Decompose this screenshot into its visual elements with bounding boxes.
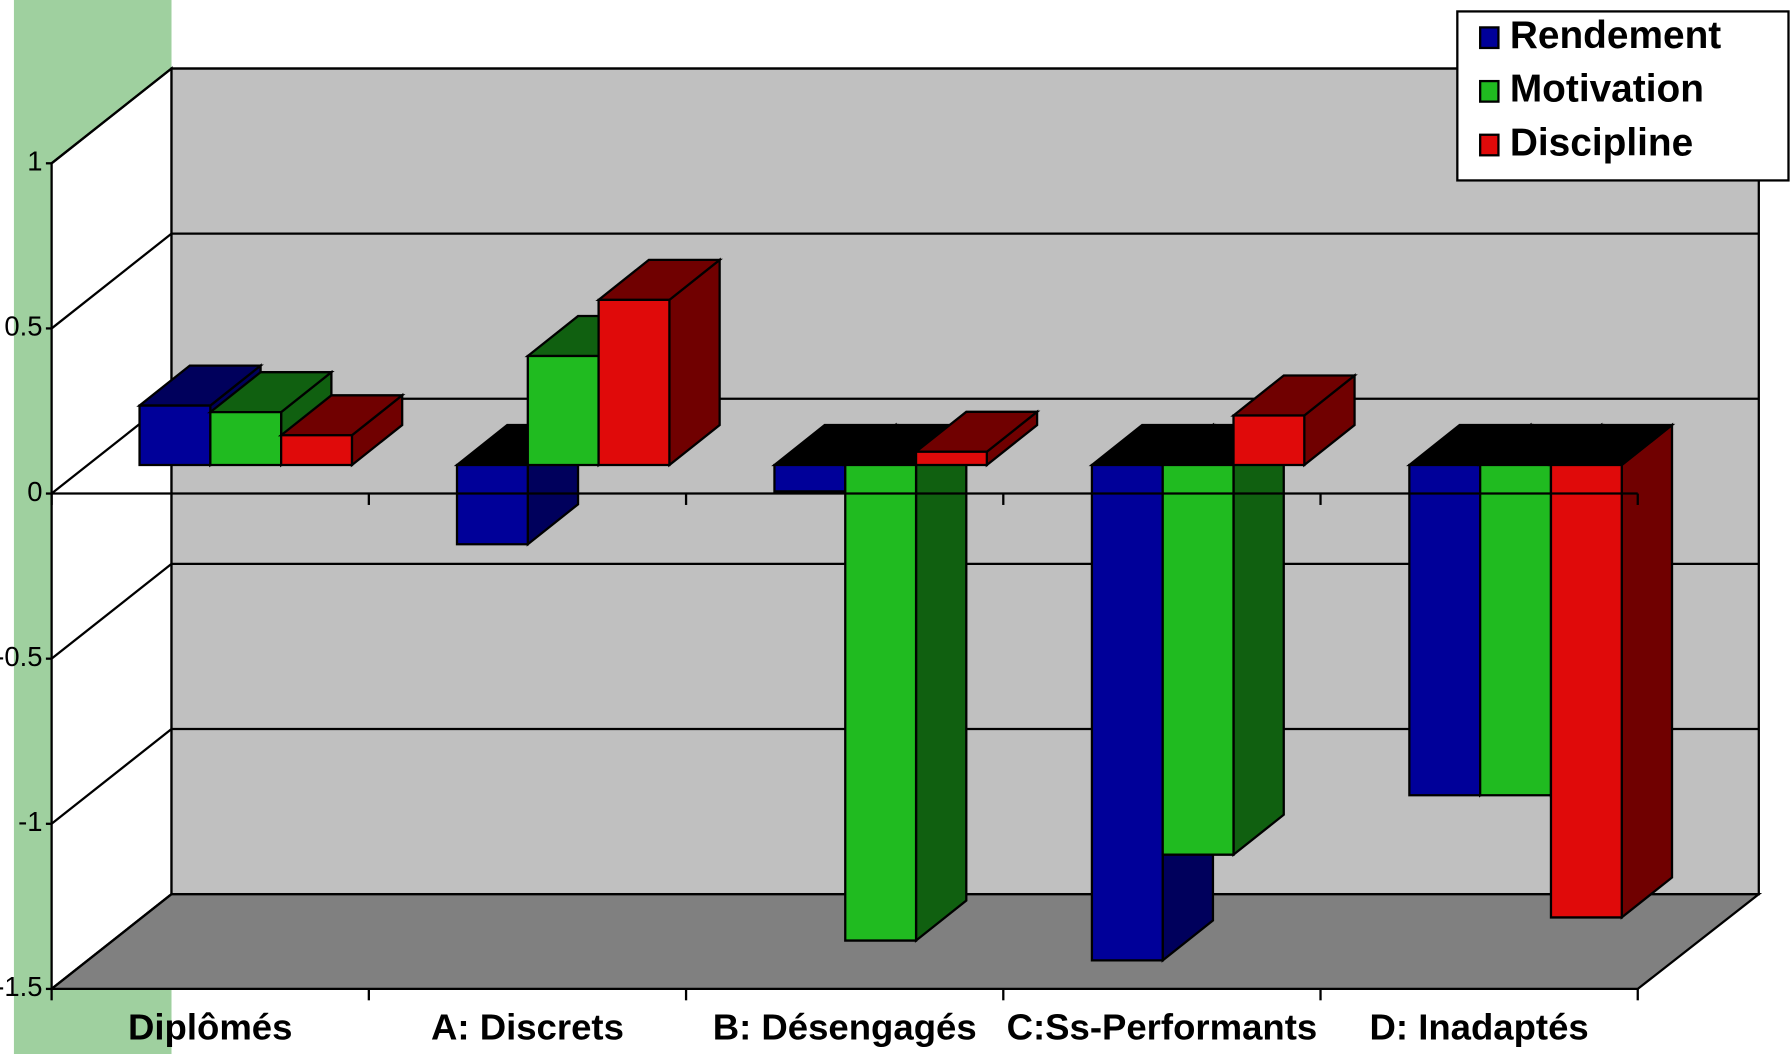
y-tick-label: 1: [27, 146, 42, 177]
legend-label: Discipline: [1510, 121, 1693, 164]
x-tick-label: B: Désengagés: [713, 1007, 977, 1048]
legend-box: [1456, 10, 1790, 182]
bar: [844, 463, 918, 942]
grid-line: [50, 232, 173, 330]
bar: [1479, 463, 1553, 797]
grid-line: [50, 728, 173, 825]
x-tick-label: D: Inadaptés: [1370, 1007, 1589, 1048]
x-tick-label: Diplômés: [128, 1007, 292, 1048]
bar-side: [1620, 422, 1674, 920]
bar: [280, 434, 354, 467]
bar: [1408, 463, 1482, 797]
y-tick-label: 0: [27, 476, 42, 507]
bar: [138, 404, 212, 467]
legend: Rendement Motivation Discipline: [1479, 14, 1721, 164]
grid-line: [50, 562, 173, 660]
bar: [455, 463, 529, 546]
left-wall: [50, 66, 173, 992]
bars: [136, 257, 1676, 963]
y-tick-label: -0.5: [0, 641, 42, 672]
legend-label: Motivation: [1510, 68, 1704, 111]
y-tick-label: -1.5: [0, 971, 42, 1002]
y-tick-label: 0.5: [4, 311, 42, 342]
axis: 1 0.5 0 -0.5 -1 -1.5 Diplômés A: Discrets B: Dés…: [0, 146, 1639, 1048]
legend-label: Rendement: [1510, 14, 1721, 57]
legend-swatch: [1479, 133, 1500, 157]
bar: [526, 354, 600, 467]
legend-swatch: [1479, 26, 1500, 50]
legend-swatch: [1479, 79, 1500, 103]
bar: [1232, 414, 1306, 467]
bar: [914, 450, 988, 467]
x-tick-label: A: Discrets: [431, 1007, 624, 1048]
bar: [209, 411, 283, 467]
bar-side: [1232, 422, 1285, 858]
bar: [1090, 463, 1164, 962]
bar: [597, 298, 671, 467]
y-tick-label: -1: [18, 806, 42, 837]
bar-side: [914, 422, 968, 943]
grid-line: [50, 67, 173, 165]
bar: [773, 463, 847, 493]
grid-line: [50, 893, 173, 990]
bar: [1161, 463, 1235, 856]
x-tick-label: C:Ss-Performants: [1007, 1007, 1318, 1048]
bar: [1549, 463, 1623, 919]
